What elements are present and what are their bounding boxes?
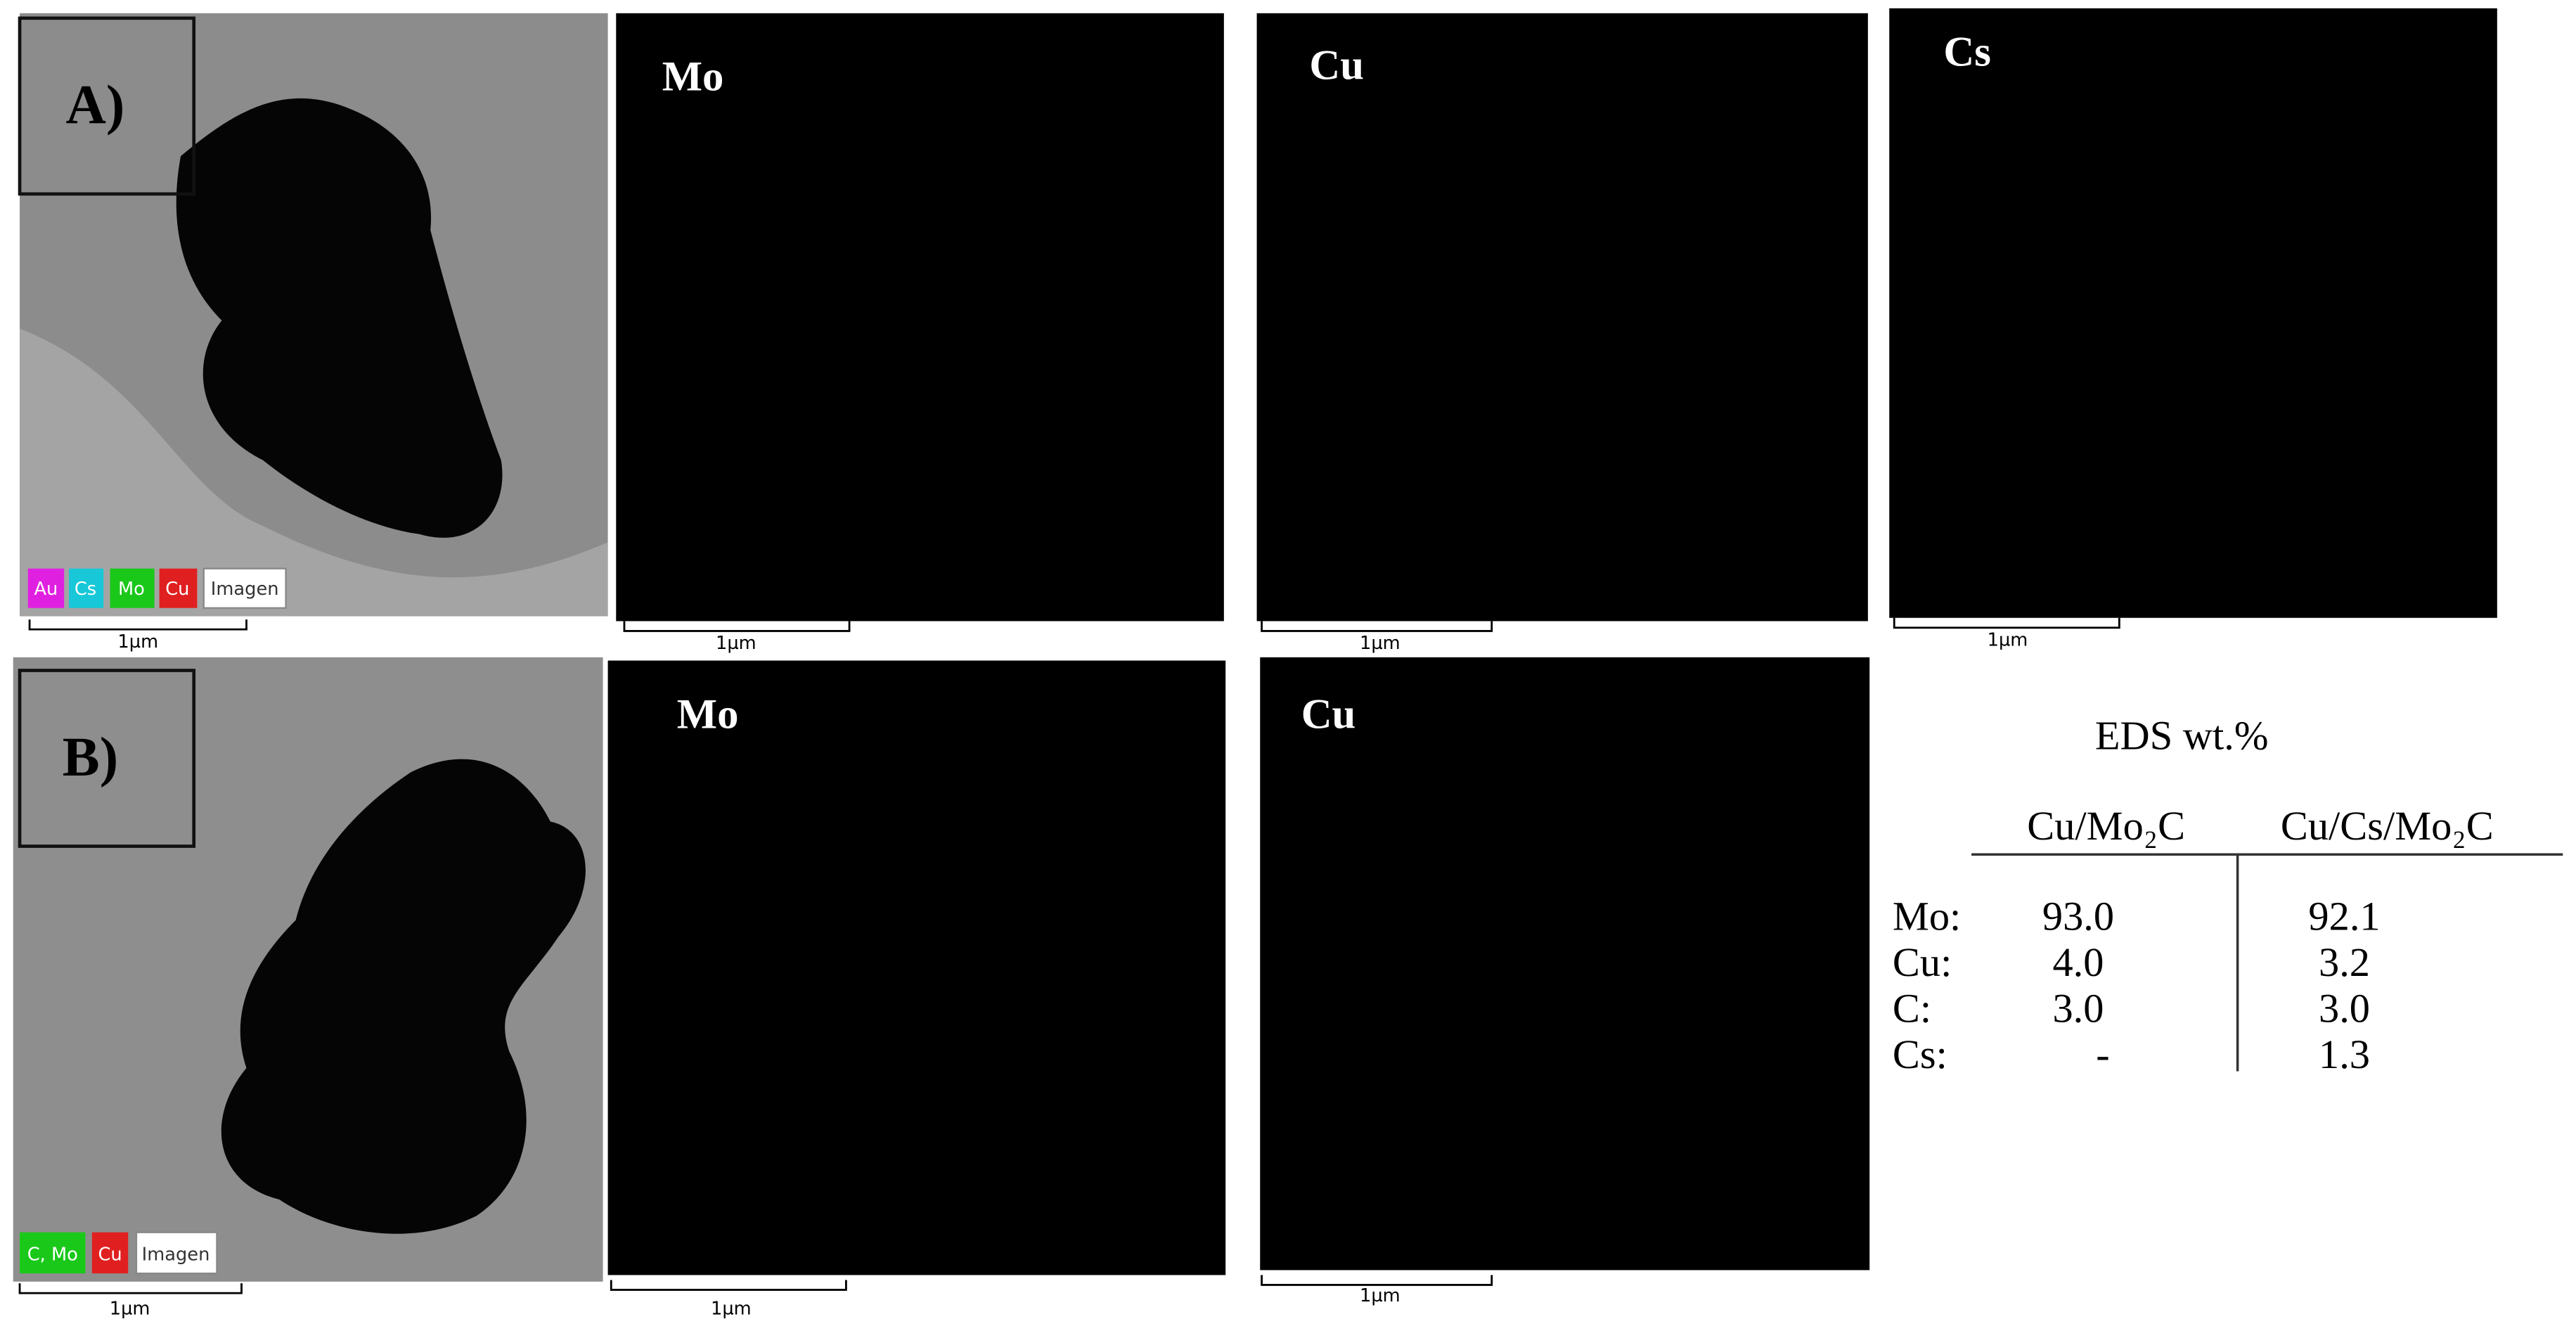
map-panel: [1889, 8, 2497, 618]
row-label: Cu:: [1893, 939, 1952, 985]
cell-value: 3.0: [2052, 986, 2104, 1031]
legend-label: Mo: [118, 579, 145, 600]
particle: [221, 759, 586, 1234]
row-label: Cs:: [1893, 1031, 1947, 1077]
scale-bar: [610, 1280, 847, 1291]
panel-label: A): [65, 74, 124, 136]
legend-label: Cs: [75, 579, 96, 600]
scale-bar: [1261, 1275, 1493, 1286]
sem-image-b: B): [13, 657, 603, 1282]
legend-swatch: [69, 568, 104, 608]
map-panel: [607, 660, 1226, 1275]
legend-label: Imagen: [142, 1244, 210, 1265]
map-panel: [616, 13, 1224, 622]
cell-value: 93.0: [2042, 894, 2114, 939]
legend-label: Au: [34, 579, 58, 600]
scale-bar: [28, 619, 247, 631]
particle: [176, 98, 503, 538]
sem-image-a: A): [18, 13, 608, 617]
scale-bar: [1261, 621, 1493, 632]
legend-label: Cu: [165, 579, 189, 600]
legend-label: C, Mo: [27, 1244, 78, 1265]
legend-swatch: [20, 1232, 86, 1274]
row-label: C:: [1893, 986, 1931, 1031]
legend-swatch: [27, 568, 65, 608]
map-panel: [1260, 657, 1870, 1271]
cell-value: -: [2096, 1031, 2109, 1077]
scale-label: 1µm: [117, 631, 158, 652]
scale-bars: [18, 617, 2120, 1294]
map-label: Cs: [1943, 29, 1991, 76]
sem-shade: [20, 328, 608, 617]
legend-swatch: [135, 1231, 218, 1275]
scale-bar: [623, 621, 851, 632]
legend-a: Au Cs Mo Cu Imagen: [27, 567, 287, 609]
legend-swatch: [110, 568, 155, 608]
scale-label: 1µm: [1988, 629, 2028, 650]
legend-swatch: [202, 567, 287, 609]
label-box: [18, 669, 196, 848]
cell-value: 3.2: [2319, 939, 2370, 985]
map-label: Mo: [677, 690, 739, 738]
cell-value: 92.1: [2308, 894, 2380, 939]
eds-table: EDS wt.% Cu/Mo₂C Cu/Cs/Mo₂C Mo: 93.0 92.1 C…: [1893, 713, 2563, 1077]
legend-swatch: [91, 1232, 129, 1274]
column-header: Cu/Cs/Mo₂C: [2281, 803, 2494, 849]
legend-swatch: [159, 568, 198, 608]
map-label: Cu: [1301, 690, 1356, 738]
scale-label: 1µm: [1360, 633, 1400, 654]
legend-label: Cu: [98, 1244, 122, 1265]
scale-label: 1µm: [711, 1299, 752, 1320]
scale-label: 1µm: [1360, 1285, 1400, 1306]
legend-label: Imagen: [211, 579, 279, 600]
legend-b: C, Mo Cu Imagen: [20, 1231, 218, 1275]
table-body: Mo: 93.0 92.1 Cu: 4.0 3.2 C: 3.0 3.0 Cs: - 1.3: [1893, 894, 2381, 1077]
map-panel: [1256, 13, 1868, 622]
map-label: Mo: [662, 53, 724, 101]
column-header: Cu/Mo₂C: [2027, 803, 2185, 849]
table-title: EDS wt.%: [2095, 713, 2269, 759]
scale-label: 1µm: [716, 633, 756, 654]
row-label: Mo:: [1893, 894, 1961, 939]
scale-bar: [18, 1283, 243, 1294]
cell-value: 4.0: [2052, 939, 2104, 985]
cell-value: 1.3: [2319, 1031, 2370, 1077]
scale-label: 1µm: [110, 1299, 150, 1320]
panel-label: B): [63, 726, 118, 788]
map-label: Cu: [1309, 41, 1364, 89]
label-box: [18, 16, 196, 196]
scale-bar: [1893, 617, 2120, 629]
cell-value: 3.0: [2319, 986, 2370, 1031]
